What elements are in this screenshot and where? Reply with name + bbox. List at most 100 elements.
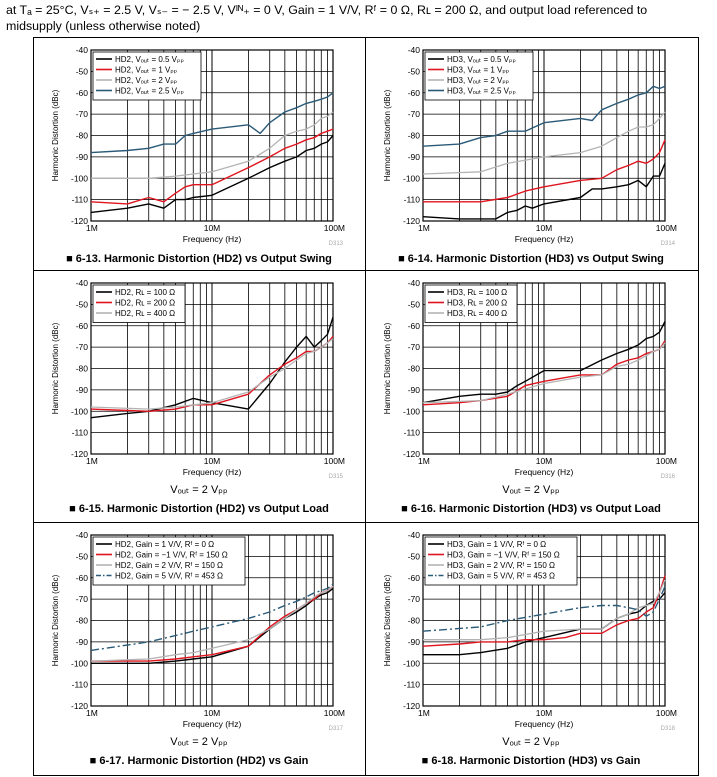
y-tick-label: -110 xyxy=(72,680,89,690)
x-axis-label: Frequency (Hz) xyxy=(183,719,242,729)
figure-code: D314 xyxy=(661,241,676,247)
legend-label: HD3, Vₒᵤₜ = 2 Vₚₚ xyxy=(447,76,509,85)
y-tick-label: -40 xyxy=(408,45,421,55)
series-line xyxy=(422,85,666,147)
legend-label: HD2, Rʟ = 100 Ω xyxy=(115,288,175,297)
x-tick-label: 100M xyxy=(324,223,345,233)
x-tick-label: 100M xyxy=(656,223,677,233)
legend-label: HD2, Gain = 2 V/V, Rᶠ = 150 Ω xyxy=(115,561,223,570)
x-axis-label: Frequency (Hz) xyxy=(515,234,574,244)
figure-6-16: -40 -50 -60 -70 -80 -90 -100 -110 -120 1M 10M 100M F… xyxy=(365,270,697,522)
y-axis-label: Harmonic Distortion (dBc) xyxy=(383,89,392,181)
y-axis-label: Harmonic Distortion (dBc) xyxy=(51,322,60,414)
y-tick-label: -100 xyxy=(403,658,420,668)
y-tick-label: -70 xyxy=(76,109,89,119)
y-tick-label: -60 xyxy=(408,88,421,98)
y-tick-label: -110 xyxy=(404,195,421,205)
figure-caption: ■ 6-14. Harmonic Distortion (HD3) vs Out… xyxy=(398,253,664,265)
y-tick-label: -120 xyxy=(403,449,420,459)
x-tick-label: 100M xyxy=(656,456,677,466)
x-tick-label: 1M xyxy=(418,223,430,233)
legend-label: HD3, Rʟ = 200 Ω xyxy=(447,299,507,308)
y-tick-label: -90 xyxy=(408,385,421,395)
y-tick-label: -40 xyxy=(408,278,421,288)
series-line xyxy=(423,579,666,641)
x-tick-label: 10M xyxy=(204,456,221,466)
figure-caption: ■ 6-17. Harmonic Distortion (HD2) vs Gai… xyxy=(89,755,309,767)
y-tick-label: -80 xyxy=(76,616,89,626)
x-tick-label: 10M xyxy=(536,456,553,466)
series-line xyxy=(422,321,666,404)
y-tick-label: -60 xyxy=(76,573,89,583)
y-tick-label: -100 xyxy=(403,173,420,183)
figure-condition: Vₒᵤₜ = 2 Vₚₚ xyxy=(502,484,560,496)
y-tick-label: -90 xyxy=(76,637,89,647)
y-tick-label: -120 xyxy=(71,216,88,226)
x-tick-label: 100M xyxy=(324,708,345,718)
series-line xyxy=(90,128,334,205)
series-line xyxy=(90,316,334,419)
figure-caption: ■ 6-16. Harmonic Distortion (HD3) vs Out… xyxy=(401,503,661,515)
y-tick-label: -50 xyxy=(76,66,89,76)
figure-condition: Vₒᵤₜ = 2 Vₚₚ xyxy=(502,736,560,748)
legend-label: HD3, Gain = −1 V/V, Rᶠ = 150 Ω xyxy=(447,551,560,560)
legend: HD3, Gain = 1 V/V, Rᶠ = 0 Ω HD3, Gain = −… xyxy=(424,536,578,586)
x-tick-label: 1M xyxy=(86,708,98,718)
plot-frame xyxy=(90,282,334,455)
legend-label: HD2, Vₒᵤₜ = 2.5 Vₚₚ xyxy=(115,87,184,96)
y-tick-label: -70 xyxy=(408,342,421,352)
y-tick-label: -110 xyxy=(72,195,89,205)
series-line xyxy=(422,342,666,404)
series-line xyxy=(90,585,334,662)
figure-code: D318 xyxy=(661,726,676,732)
plot-frame xyxy=(422,534,666,707)
x-axis-label: Frequency (Hz) xyxy=(515,719,574,729)
x-axis-label: Frequency (Hz) xyxy=(183,467,242,477)
conditions-line-1: at Tₐ = 25°C, Vₛ₊ = 2.5 V, Vₛ₋ = − 2.5 V… xyxy=(6,3,648,17)
y-tick-label: -100 xyxy=(71,406,88,416)
y-tick-label: -120 xyxy=(71,701,88,711)
y-tick-label: -70 xyxy=(408,594,421,604)
y-tick-label: -100 xyxy=(403,406,420,416)
figure-grid-frame xyxy=(33,37,699,776)
legend-label: HD3, Gain = 2 V/V, Rᶠ = 150 Ω xyxy=(447,561,555,570)
x-tick-label: 100M xyxy=(324,456,345,466)
figure-caption: ■ 6-13. Harmonic Distortion (HD2) vs Out… xyxy=(66,253,332,265)
y-tick-label: -40 xyxy=(408,530,421,540)
grid-divider-vertical xyxy=(365,37,366,775)
y-tick-label: -100 xyxy=(71,173,88,183)
y-axis-label: Harmonic Distortion (dBc) xyxy=(51,574,60,666)
y-tick-label: -50 xyxy=(408,66,421,76)
legend-label: HD2, Vₒᵤₜ = 0.5 Vₚₚ xyxy=(115,55,184,64)
y-tick-label: -50 xyxy=(76,551,89,561)
figure-6-13: -40 -50 -60 -70 -80 -90 -100 -110 -120 1M 10M 100M F… xyxy=(33,37,365,270)
series-line xyxy=(422,586,666,632)
y-tick-label: -90 xyxy=(76,152,89,162)
figure-6-17: -40 -50 -60 -70 -80 -90 -100 -110 -120 1M 10M 100M F… xyxy=(33,522,365,774)
conditions-line-2: midsupply (unless otherwise noted) xyxy=(6,19,201,33)
y-tick-label: -60 xyxy=(76,321,89,331)
figure-code: D316 xyxy=(661,474,676,480)
y-tick-label: -110 xyxy=(72,428,89,438)
grid-divider-row-1 xyxy=(33,270,698,271)
y-tick-label: -40 xyxy=(76,530,89,540)
figure-condition: Vₒᵤₜ = 2 Vₚₚ xyxy=(170,736,228,748)
y-tick-label: -80 xyxy=(76,364,89,374)
legend-label: HD3, Vₒᵤₜ = 0.5 Vₚₚ xyxy=(447,55,516,64)
legend-label: HD3, Vₒᵤₜ = 2.5 Vₚₚ xyxy=(447,87,516,96)
plot-frame xyxy=(422,282,666,455)
legend-label: HD3, Vₒᵤₜ = 1 Vₚₚ xyxy=(447,66,509,75)
series-line xyxy=(422,163,666,220)
figure-caption: ■ 6-18. Harmonic Distortion (HD3) vs Gai… xyxy=(421,755,641,767)
legend-label: HD2, Vₒᵤₜ = 2 Vₚₚ xyxy=(115,76,177,85)
y-tick-label: -120 xyxy=(403,701,420,711)
y-tick-label: -90 xyxy=(76,385,89,395)
series-line xyxy=(90,338,334,410)
y-tick-label: -70 xyxy=(76,342,89,352)
y-tick-label: -90 xyxy=(408,152,421,162)
